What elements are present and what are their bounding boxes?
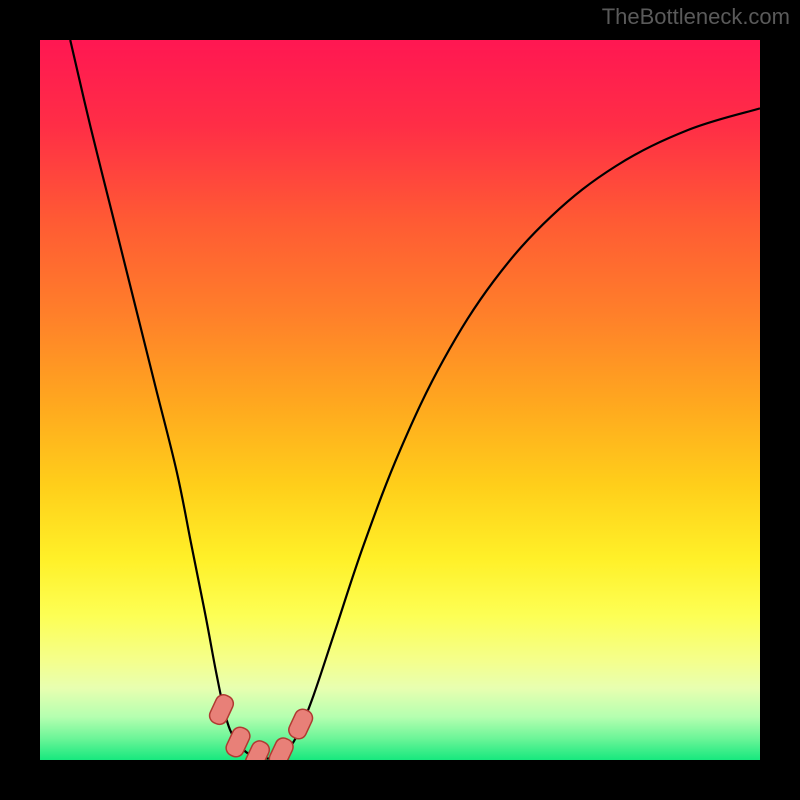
plot-area	[40, 40, 760, 760]
chart-container: TheBottleneck.com	[0, 0, 800, 800]
watermark-text: TheBottleneck.com	[602, 4, 790, 30]
marker-point	[286, 707, 315, 742]
marker-point	[267, 735, 296, 760]
marker-point	[207, 692, 236, 727]
curve-markers	[40, 40, 760, 760]
